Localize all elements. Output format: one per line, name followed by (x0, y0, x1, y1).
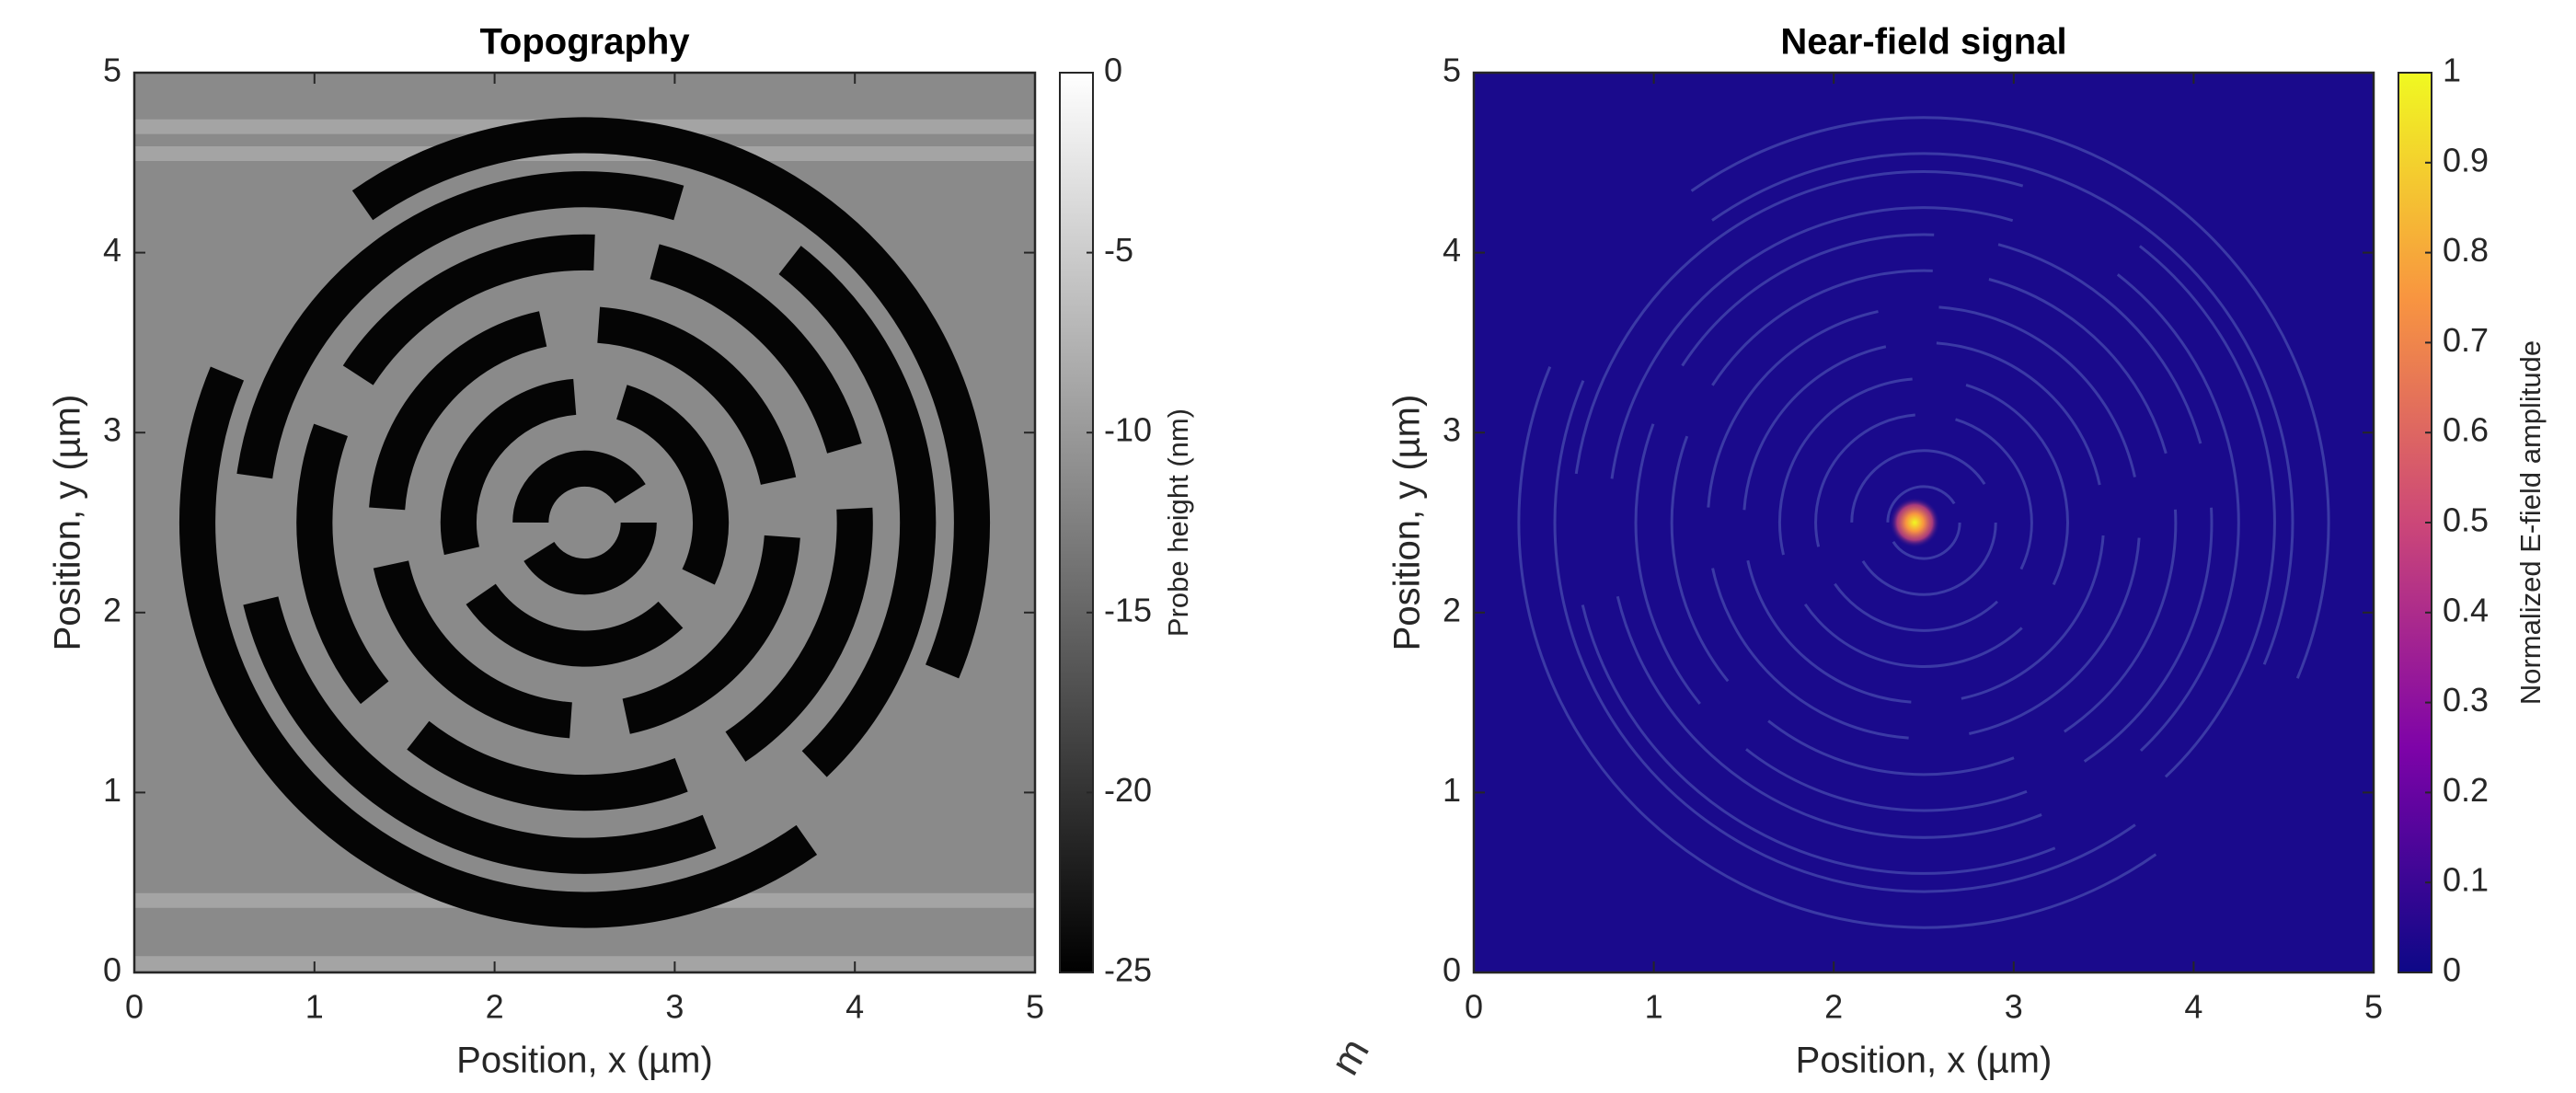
colorbar (1059, 72, 1094, 973)
y-axis-label: Position, y (µm) (1387, 395, 1428, 651)
pattern-outline (1886, 485, 1961, 560)
x-tick-label: 5 (2364, 988, 2383, 1026)
heatmap-image (134, 73, 1035, 972)
heatmap-background (134, 73, 1035, 972)
colorbar-tick-label: -20 (1104, 771, 1152, 809)
colorbar-tick-label: 0.4 (2443, 591, 2489, 628)
y-tick-label: 4 (1443, 231, 1461, 269)
y-tick-label: 1 (103, 771, 121, 809)
colorbar-tick-label: 1 (2443, 52, 2461, 89)
x-tick-label: 1 (305, 988, 324, 1026)
y-axis-label: Position, y (µm) (48, 395, 88, 651)
scan-streak (134, 956, 1035, 972)
pattern-outline (1607, 206, 2240, 839)
colorbar-tick-label: -10 (1104, 411, 1152, 449)
pattern-ring (233, 171, 937, 874)
x-tick-label: 4 (845, 988, 864, 1026)
stray-annotation: m (1322, 1030, 1378, 1082)
pattern-outline (1778, 377, 2069, 668)
x-tick-label: 1 (1645, 988, 1663, 1026)
x-tick-label: 4 (2184, 988, 2202, 1026)
colorbar-tick-label: 0.7 (2443, 321, 2489, 359)
heatmap-image (1474, 73, 2374, 972)
x-tick-label: 0 (125, 988, 144, 1026)
x-tick-label: 2 (1824, 988, 1843, 1026)
colorbar-tick-label: 0.1 (2443, 861, 2489, 899)
colorbar-tick-label: 0.2 (2443, 771, 2489, 809)
pattern-ring (296, 234, 873, 811)
colorbar-tick-label: 0 (2443, 951, 2461, 989)
x-tick-label: 0 (1465, 988, 1483, 1026)
colorbar-label: Normalized E-field amplitude (2514, 340, 2547, 705)
y-tick-label: 3 (1443, 411, 1461, 449)
colorbar-tick-label: -25 (1104, 951, 1152, 989)
pattern-outline (1553, 152, 2294, 893)
y-tick-label: 2 (1443, 591, 1461, 628)
plot-frame (1472, 71, 2375, 974)
chart-title: Topography (479, 22, 690, 63)
colorbar-tick-label: 0 (1104, 52, 1122, 89)
y-tick-label: 4 (103, 231, 121, 269)
hotspot (1889, 497, 1940, 548)
colorbar-tick-label: 0.9 (2443, 141, 2489, 178)
x-tick-label: 5 (1026, 988, 1044, 1026)
y-tick-label: 0 (1443, 951, 1461, 989)
y-tick-label: 5 (103, 52, 121, 89)
pattern-outline (1850, 449, 1997, 596)
x-tick-label: 3 (665, 988, 684, 1026)
pattern-outline (1814, 413, 2033, 632)
chart-title: Near-field signal (1780, 22, 2066, 63)
y-tick-label: 0 (103, 951, 121, 989)
pattern-outline (1571, 170, 2276, 875)
colorbar-tick-label: 0.3 (2443, 681, 2489, 719)
x-axis-label: Position, x (µm) (1796, 1041, 2053, 1081)
y-tick-label: 1 (1443, 771, 1461, 809)
y-tick-label: 3 (103, 411, 121, 449)
pattern-ring (440, 378, 730, 667)
pattern-ring (178, 117, 991, 928)
x-axis-label: Position, x (µm) (456, 1041, 713, 1081)
y-tick-label: 5 (1443, 52, 1461, 89)
pattern-outline (1670, 269, 2178, 777)
colorbar-tick-label: 0.5 (2443, 501, 2489, 539)
scan-streak (134, 146, 1035, 162)
pattern-outline (1706, 305, 2142, 741)
pattern-ring (368, 306, 801, 739)
colorbar-tick-label: -15 (1104, 591, 1152, 628)
colorbar-tick-label: -5 (1104, 231, 1133, 269)
plot-frame (132, 71, 1037, 974)
x-tick-label: 2 (486, 988, 504, 1026)
y-tick-label: 2 (103, 591, 121, 628)
pattern-ring (512, 450, 657, 595)
colorbar-tick-label: 0.6 (2443, 411, 2489, 449)
x-tick-label: 3 (2005, 988, 2023, 1026)
colorbar-label: Probe height (nm) (1162, 408, 1194, 637)
pattern-outline (1517, 116, 2330, 929)
colorbar-tick-label: 0.8 (2443, 231, 2489, 269)
